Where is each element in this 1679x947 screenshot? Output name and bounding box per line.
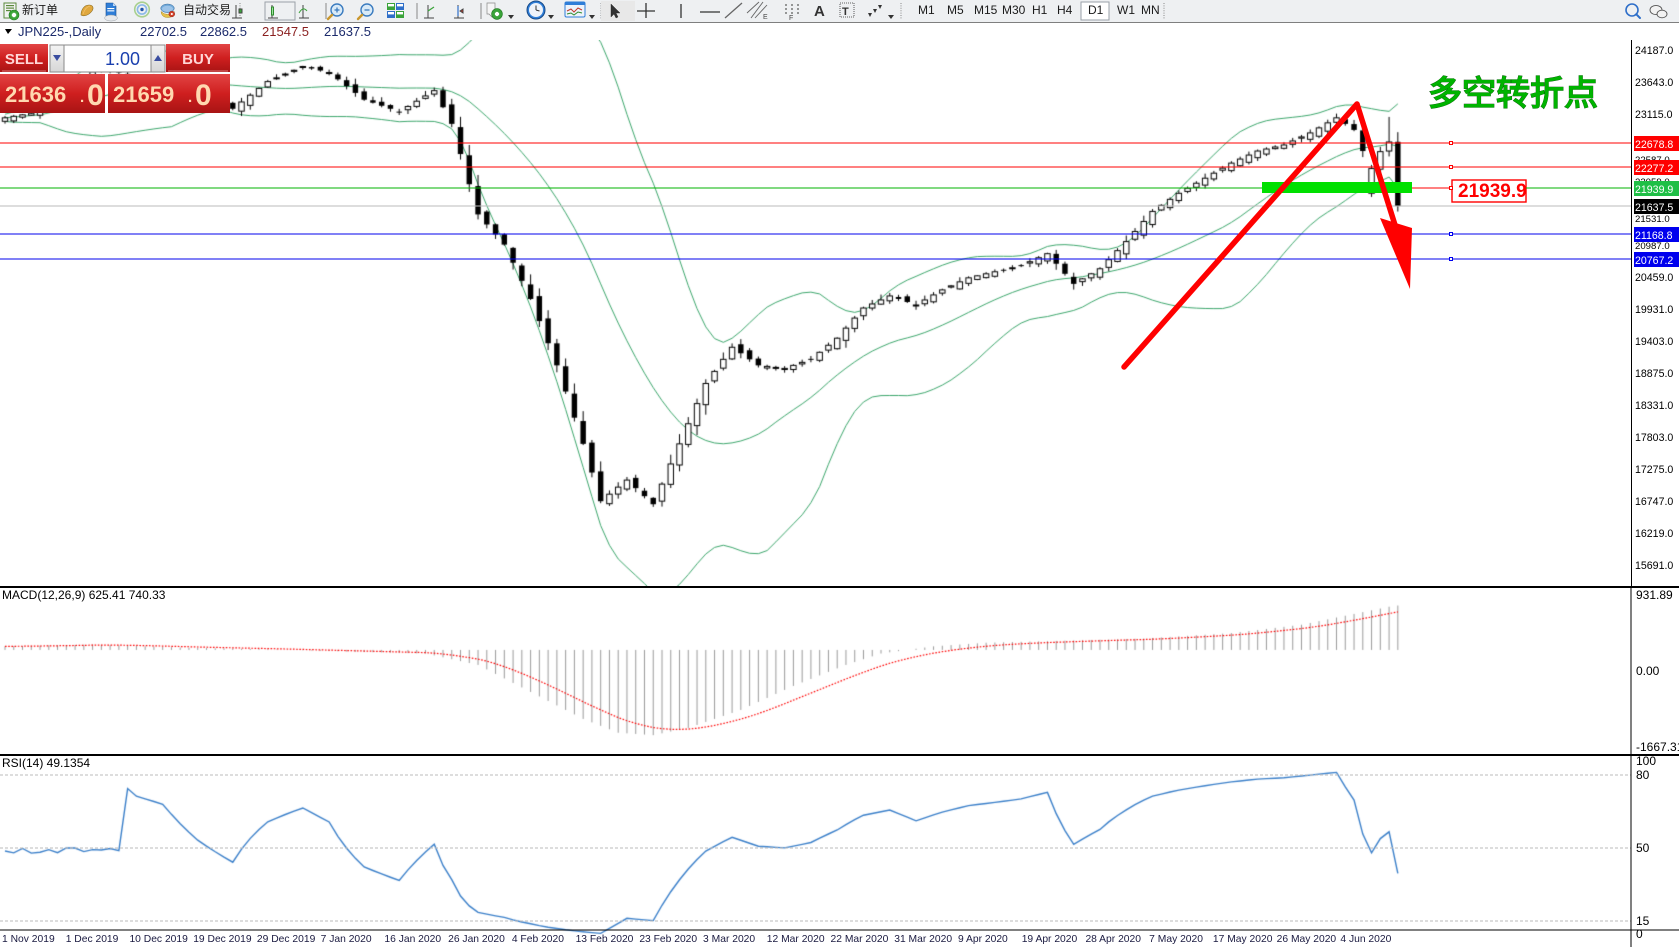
svg-text:19403.0: 19403.0 bbox=[1635, 336, 1673, 348]
svg-text:10 Dec 2019: 10 Dec 2019 bbox=[129, 934, 188, 945]
svg-text:1.00: 1.00 bbox=[105, 49, 140, 69]
svg-text:22702.5: 22702.5 bbox=[140, 24, 187, 39]
svg-text:1 Nov 2019: 1 Nov 2019 bbox=[2, 934, 55, 945]
svg-text:22678.8: 22678.8 bbox=[1635, 139, 1673, 151]
svg-text:22277.2: 22277.2 bbox=[1635, 163, 1673, 175]
svg-text:M30: M30 bbox=[1002, 3, 1026, 17]
svg-text:24187.0: 24187.0 bbox=[1635, 45, 1673, 57]
svg-text:21939.9: 21939.9 bbox=[1635, 184, 1673, 196]
svg-text:23643.0: 23643.0 bbox=[1635, 77, 1673, 89]
svg-text:931.89: 931.89 bbox=[1636, 588, 1673, 602]
svg-text:MN: MN bbox=[1141, 3, 1160, 17]
svg-text:16 Jan 2020: 16 Jan 2020 bbox=[384, 934, 441, 945]
svg-text:新订单: 新订单 bbox=[22, 2, 58, 17]
svg-text:21637.5: 21637.5 bbox=[1635, 202, 1673, 214]
svg-text:0: 0 bbox=[87, 79, 104, 112]
svg-text:9 Apr 2020: 9 Apr 2020 bbox=[958, 934, 1008, 945]
svg-text:23 Feb 2020: 23 Feb 2020 bbox=[639, 934, 697, 945]
svg-text:17275.0: 17275.0 bbox=[1635, 464, 1673, 476]
svg-text:7 Jan 2020: 7 Jan 2020 bbox=[321, 934, 372, 945]
svg-text:15691.0: 15691.0 bbox=[1635, 560, 1673, 572]
svg-text:18331.0: 18331.0 bbox=[1635, 400, 1673, 412]
svg-text:17 May 2020: 17 May 2020 bbox=[1213, 934, 1273, 945]
svg-text:M15: M15 bbox=[974, 3, 998, 17]
svg-text:0: 0 bbox=[1636, 927, 1643, 941]
svg-text:4 Feb 2020: 4 Feb 2020 bbox=[512, 934, 564, 945]
svg-text:T: T bbox=[842, 6, 849, 18]
svg-text:M1: M1 bbox=[918, 3, 935, 17]
svg-text:多空转折点: 多空转折点 bbox=[1428, 75, 1598, 113]
svg-text:26 May 2020: 26 May 2020 bbox=[1277, 934, 1337, 945]
svg-text:80: 80 bbox=[1636, 768, 1650, 782]
svg-text:100: 100 bbox=[1636, 756, 1656, 768]
svg-text:19931.0: 19931.0 bbox=[1635, 304, 1673, 316]
svg-text:21531.0: 21531.0 bbox=[1635, 214, 1670, 225]
svg-text:BUY: BUY bbox=[182, 51, 214, 68]
svg-text:H4: H4 bbox=[1057, 3, 1073, 17]
svg-text:RSI(14) 49.1354: RSI(14) 49.1354 bbox=[2, 756, 90, 770]
svg-text:H1: H1 bbox=[1032, 3, 1048, 17]
svg-text:M5: M5 bbox=[947, 3, 964, 17]
svg-text:26 Jan 2020: 26 Jan 2020 bbox=[448, 934, 505, 945]
svg-text:15: 15 bbox=[1636, 914, 1650, 928]
svg-text:28 Apr 2020: 28 Apr 2020 bbox=[1085, 934, 1141, 945]
svg-text:17803.0: 17803.0 bbox=[1635, 432, 1673, 444]
svg-text:MACD(12,26,9) 625.41 740.33: MACD(12,26,9) 625.41 740.33 bbox=[2, 588, 166, 602]
svg-text:20987.0: 20987.0 bbox=[1635, 241, 1670, 252]
svg-text:自动交易: 自动交易 bbox=[183, 2, 231, 17]
svg-text:A: A bbox=[814, 3, 825, 20]
svg-text:.: . bbox=[188, 89, 192, 106]
svg-text:22862.5: 22862.5 bbox=[200, 24, 247, 39]
svg-text:E: E bbox=[763, 14, 768, 21]
svg-text:19 Dec 2019: 19 Dec 2019 bbox=[193, 934, 252, 945]
svg-text:50: 50 bbox=[1636, 841, 1650, 855]
svg-text:4 Jun 2020: 4 Jun 2020 bbox=[1340, 934, 1391, 945]
svg-text:13 Feb 2020: 13 Feb 2020 bbox=[576, 934, 634, 945]
svg-text:1 Dec 2019: 1 Dec 2019 bbox=[66, 934, 119, 945]
svg-text:21636: 21636 bbox=[5, 82, 66, 107]
svg-text:-1667.31: -1667.31 bbox=[1636, 740, 1679, 754]
svg-text:21637.5: 21637.5 bbox=[324, 24, 371, 39]
svg-text:21659: 21659 bbox=[113, 82, 174, 107]
svg-text:21547.5: 21547.5 bbox=[262, 24, 309, 39]
svg-text:F: F bbox=[789, 15, 793, 22]
svg-text:W1: W1 bbox=[1117, 3, 1135, 17]
svg-text:29 Dec 2019: 29 Dec 2019 bbox=[257, 934, 316, 945]
svg-text:.: . bbox=[80, 89, 84, 106]
svg-text:7 May 2020: 7 May 2020 bbox=[1149, 934, 1203, 945]
svg-text:3 Mar 2020: 3 Mar 2020 bbox=[703, 934, 755, 945]
svg-text:16219.0: 16219.0 bbox=[1635, 528, 1673, 540]
svg-text:20767.2: 20767.2 bbox=[1635, 255, 1673, 267]
svg-text:19 Apr 2020: 19 Apr 2020 bbox=[1022, 934, 1078, 945]
svg-text:18875.0: 18875.0 bbox=[1635, 368, 1673, 380]
svg-text:JPN225-,Daily: JPN225-,Daily bbox=[18, 24, 102, 39]
svg-text:0.00: 0.00 bbox=[1636, 664, 1660, 678]
svg-text:0: 0 bbox=[195, 79, 212, 112]
svg-text:23115.0: 23115.0 bbox=[1635, 109, 1673, 121]
svg-text:31 Mar 2020: 31 Mar 2020 bbox=[894, 934, 952, 945]
svg-text:D1: D1 bbox=[1088, 3, 1104, 17]
svg-text:22 Mar 2020: 22 Mar 2020 bbox=[831, 934, 889, 945]
svg-text:12 Mar 2020: 12 Mar 2020 bbox=[767, 934, 825, 945]
svg-text:SELL: SELL bbox=[5, 51, 43, 68]
svg-text:16747.0: 16747.0 bbox=[1635, 496, 1673, 508]
svg-text:20459.0: 20459.0 bbox=[1635, 272, 1673, 284]
svg-text:21939.9: 21939.9 bbox=[1458, 181, 1527, 202]
